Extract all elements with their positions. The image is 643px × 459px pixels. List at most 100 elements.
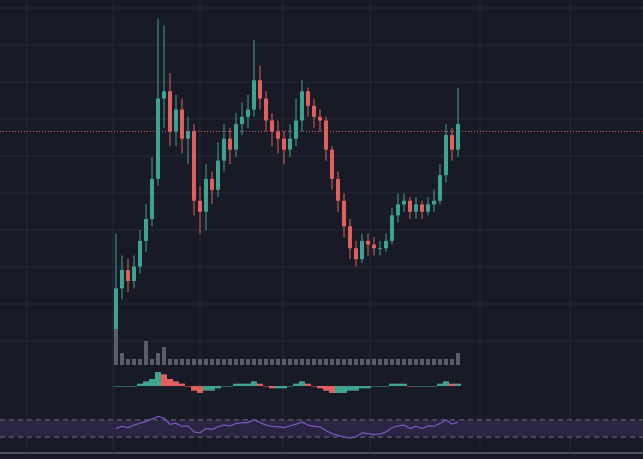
volume-bar <box>150 359 154 365</box>
volume-bar <box>204 359 208 365</box>
candle-body <box>138 240 142 267</box>
candle-body <box>180 109 184 139</box>
candle-body <box>174 109 178 132</box>
candle-body <box>390 215 394 241</box>
volume-bar <box>198 359 202 365</box>
candle-body <box>372 244 376 249</box>
candle-body <box>336 178 340 201</box>
rsi-line <box>115 415 459 439</box>
volume-bar <box>402 359 406 365</box>
volume-bar <box>396 359 400 365</box>
candle-body <box>198 200 202 212</box>
histogram-bar <box>197 386 203 393</box>
candle-body <box>348 226 352 249</box>
histogram-bar <box>389 383 395 386</box>
histogram-bar <box>215 386 221 389</box>
candle-body <box>162 91 166 99</box>
histogram-bar <box>227 386 233 387</box>
volume-bar <box>162 347 166 365</box>
volume-bar <box>366 359 370 365</box>
histogram-bar <box>149 379 155 386</box>
volume-bar <box>324 359 328 365</box>
candle-body <box>126 270 130 282</box>
volume-bar <box>420 359 424 365</box>
candle-body <box>342 200 346 227</box>
histogram-bar <box>269 386 275 389</box>
histogram-bar <box>251 381 257 386</box>
candle-body <box>432 200 436 205</box>
candle-body <box>330 149 334 179</box>
histogram-bar <box>359 386 365 389</box>
volume-bar <box>180 359 184 365</box>
histogram-bar <box>191 386 197 391</box>
histogram-bar <box>407 386 413 387</box>
histogram-bar <box>179 383 185 386</box>
volume-bar <box>318 359 322 365</box>
histogram-bar <box>233 383 239 386</box>
histogram-bar <box>425 386 431 387</box>
histogram-bar <box>317 386 323 389</box>
candle-body <box>186 131 190 139</box>
volume-bar <box>156 353 160 365</box>
candle-body <box>366 240 370 245</box>
histogram-bar <box>341 386 347 393</box>
candle-body <box>114 288 118 347</box>
histogram-bar <box>173 381 179 386</box>
volume-bar <box>222 359 226 365</box>
histogram-bar <box>287 386 293 387</box>
histogram-bar <box>437 383 443 386</box>
histogram-bar <box>167 379 173 386</box>
volume-bar <box>132 359 136 365</box>
histogram-bar <box>137 383 143 386</box>
histogram-bar <box>203 386 209 391</box>
rsi-band <box>0 419 643 438</box>
candle-body <box>150 178 154 219</box>
volume-bar <box>138 359 142 365</box>
histogram-bar <box>365 386 371 389</box>
histogram-bar <box>371 386 377 387</box>
histogram-bar <box>353 386 359 391</box>
volume-bar <box>342 359 346 365</box>
volume-bar <box>426 359 430 365</box>
histogram-bar <box>431 386 437 387</box>
candle-body <box>120 270 124 289</box>
candle-body <box>228 138 232 150</box>
volume-bar <box>408 359 412 365</box>
histogram-bar <box>263 386 269 387</box>
volume-bar <box>378 359 382 365</box>
histogram-bar <box>305 383 311 386</box>
histogram-bar <box>161 374 167 386</box>
candle-body <box>402 200 406 205</box>
volume-bar <box>300 359 304 365</box>
candle-body <box>354 248 358 260</box>
volume-bar <box>282 359 286 365</box>
candle-body <box>204 178 208 212</box>
volume-bar <box>210 359 214 365</box>
volume-bar <box>192 359 196 365</box>
volume-bar <box>288 359 292 365</box>
volume-bar <box>414 359 418 365</box>
candle-body <box>216 160 220 190</box>
volume-bar <box>354 359 358 365</box>
candle-body <box>384 240 388 249</box>
histogram-bar <box>131 386 137 387</box>
histogram-bar <box>221 386 227 387</box>
candle-body <box>414 204 418 212</box>
histogram-bar <box>347 386 353 391</box>
histogram-bar <box>329 386 335 393</box>
candle-body <box>192 131 196 201</box>
candle-body <box>252 80 256 110</box>
volume-bar <box>120 353 124 365</box>
volume-bar <box>174 359 178 365</box>
candle-body <box>408 200 412 212</box>
histogram-bar <box>125 386 131 387</box>
volume-bar <box>444 359 448 365</box>
candle-body <box>420 204 424 212</box>
volume-bar <box>264 359 268 365</box>
candle-body <box>456 124 460 150</box>
candle-body <box>300 91 304 121</box>
candle-body <box>378 248 382 250</box>
candle-body <box>288 138 292 150</box>
histogram-bar <box>311 386 317 387</box>
